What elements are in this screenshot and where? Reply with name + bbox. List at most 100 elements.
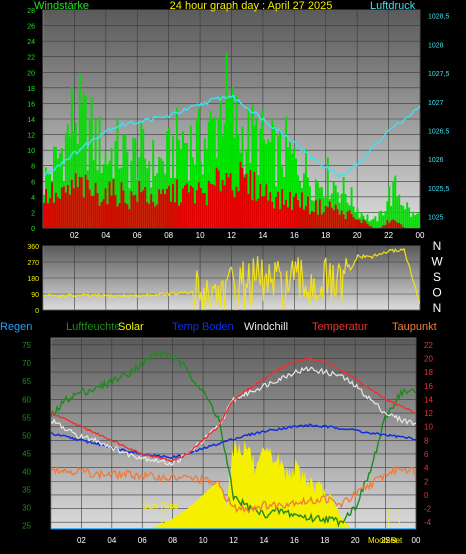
bar-wind-avg <box>219 191 222 228</box>
bar-wind-avg <box>370 226 373 228</box>
bar-wind-gust <box>418 212 420 228</box>
bar-wind-gust <box>209 110 212 228</box>
bar-wind-gust <box>277 136 280 228</box>
y-tick-label-right-1028: 1028 <box>428 42 444 49</box>
y-tick-label-right-18: 18 <box>424 368 433 377</box>
bar-wind-gust <box>227 96 230 228</box>
bar-wind-avg <box>203 192 206 228</box>
bar-wind-gust <box>180 148 182 228</box>
bar-wind-gust <box>344 194 347 228</box>
bar-wind-avg <box>170 201 172 228</box>
bar-wind-gust <box>102 164 105 228</box>
bar-wind-avg <box>225 173 228 228</box>
y-tick-label-right-16: 16 <box>424 382 433 391</box>
bar-wind-avg <box>180 202 182 228</box>
bar-wind-avg <box>360 222 363 228</box>
compass-letter-0: N <box>433 239 442 253</box>
bar-wind-gust <box>342 177 345 228</box>
bar-wind-gust <box>382 215 385 228</box>
bar-wind-avg <box>130 191 133 228</box>
bar-wind-avg <box>382 225 385 228</box>
x-tick-label-06: 06 <box>138 536 147 545</box>
bar-wind-avg <box>60 187 63 228</box>
bar-wind-avg <box>217 170 220 228</box>
bar-wind-gust <box>374 216 377 228</box>
bar-wind-avg <box>215 167 218 228</box>
bar-wind-avg <box>354 219 357 228</box>
bar-wind-avg <box>261 196 264 228</box>
bar-wind-avg <box>366 223 369 228</box>
y-tick-label-left-50: 50 <box>22 431 31 440</box>
bar-wind-avg <box>84 174 87 228</box>
bar-wind-gust <box>350 187 353 228</box>
y-tick-label-right-1027,5: 1027,5 <box>428 71 450 78</box>
bar-wind-gust <box>378 211 381 228</box>
y-tick-label-right-20: 20 <box>424 354 433 363</box>
bar-wind-avg <box>334 204 337 228</box>
y-tick-label-left-25: 25 <box>22 521 31 530</box>
bar-wind-avg <box>348 210 351 228</box>
bar-wind-avg <box>386 220 389 228</box>
x-tick-label-10: 10 <box>199 536 208 545</box>
bar-wind-gust <box>148 161 151 228</box>
bar-wind-gust <box>132 137 135 228</box>
bar-wind-avg <box>330 207 333 228</box>
bar-wind-gust <box>376 221 379 228</box>
bar-wind-gust <box>116 118 119 228</box>
y-tick-label-left-10: 10 <box>27 148 35 155</box>
bar-wind-avg <box>310 211 313 228</box>
bar-wind-avg <box>237 191 240 228</box>
bar-wind-avg <box>168 186 170 228</box>
bar-wind-gust <box>356 208 359 228</box>
bar-wind-avg <box>231 190 234 228</box>
y-tick-label-right--2: -2 <box>424 505 432 514</box>
bar-wind-gust <box>384 211 387 228</box>
bar-wind-gust <box>372 218 375 228</box>
bar-wind-avg <box>356 219 359 228</box>
y-tick-label-left-65: 65 <box>22 377 31 386</box>
bar-wind-avg <box>112 179 115 228</box>
bar-wind-avg <box>195 190 198 228</box>
bar-wind-gust <box>223 123 226 228</box>
bar-wind-gust <box>386 201 389 228</box>
y-tick-label-right-8: 8 <box>424 436 429 445</box>
bar-wind-avg <box>100 202 103 228</box>
bar-wind-avg <box>47 203 49 228</box>
bar-wind-gust <box>398 194 401 228</box>
x-tick-label-20: 20 <box>353 231 362 240</box>
bar-wind-gust <box>360 211 363 228</box>
bar-wind-avg <box>279 208 282 228</box>
y-tick-label-left-16: 16 <box>27 101 35 108</box>
bar-wind-avg <box>255 200 258 228</box>
ylabel-left-1: Windstärke <box>34 0 89 12</box>
bar-wind-gust <box>370 220 373 228</box>
bar-wind-avg <box>78 176 81 228</box>
bar-wind-gust <box>368 221 371 228</box>
bar-wind-avg <box>340 210 343 228</box>
bar-wind-gust <box>255 118 258 228</box>
y-tick-label-right-1025: 1025 <box>428 215 444 222</box>
y-tick-label-left-24: 24 <box>27 39 35 46</box>
bar-wind-gust <box>332 181 335 228</box>
bar-wind-avg <box>350 213 353 228</box>
y-tick-label-left-35: 35 <box>22 485 31 494</box>
y-tick-label-right-10: 10 <box>424 423 433 432</box>
bar-wind-avg <box>150 194 153 228</box>
bar-wind-gust <box>285 116 288 228</box>
bar-wind-gust <box>408 207 411 228</box>
y-tick-label-right-2: 2 <box>424 477 429 486</box>
y-tick-label-left-2: 2 <box>31 210 35 217</box>
bar-wind-avg <box>146 202 149 228</box>
y-tick-label-left-6: 6 <box>31 179 35 186</box>
bar-wind-avg <box>322 212 325 228</box>
bar-wind-gust <box>94 119 97 228</box>
bar-wind-avg <box>88 189 91 228</box>
bar-wind-avg <box>172 183 174 228</box>
bar-wind-avg <box>229 173 232 228</box>
bar-wind-gust <box>412 211 415 228</box>
bar-wind-avg <box>124 202 127 228</box>
x-tick-label-18: 18 <box>320 536 329 545</box>
bar-wind-gust <box>160 158 163 228</box>
